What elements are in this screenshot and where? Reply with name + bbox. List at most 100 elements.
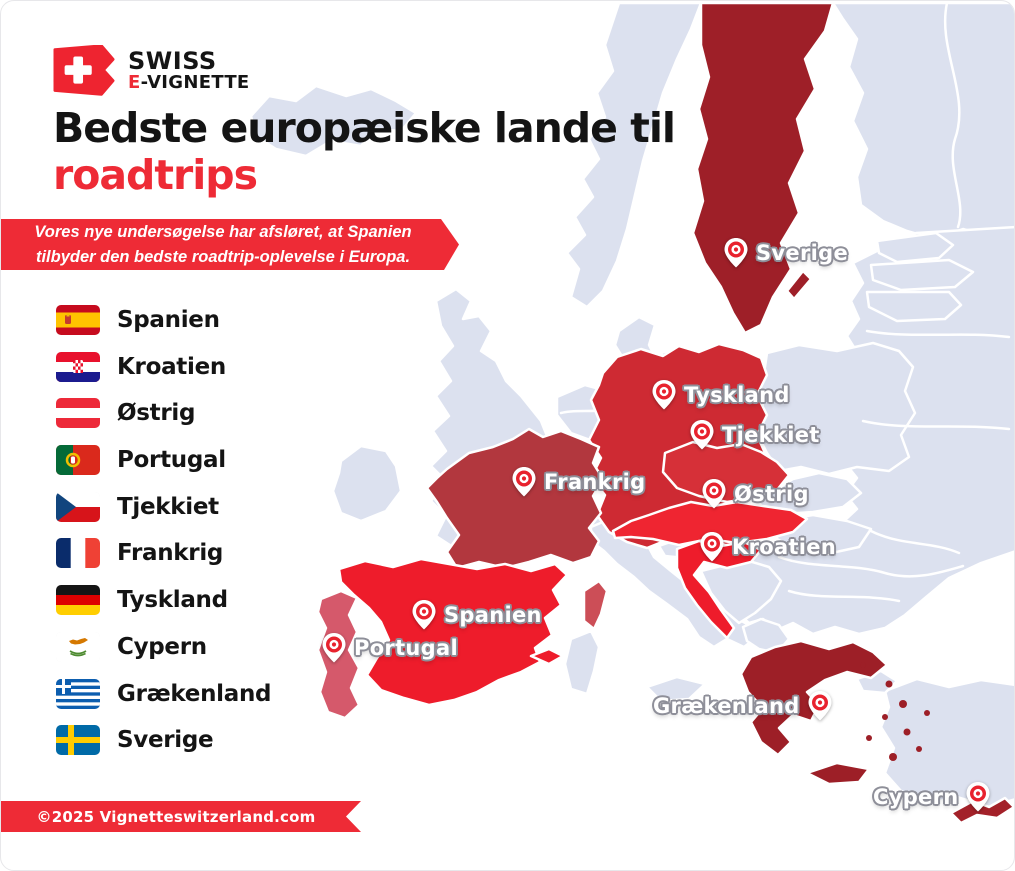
map-country-france [425,427,605,570]
map-label-cypern: Cypern [873,781,991,813]
country-name: Cypern [117,633,207,660]
ranking-item: Frankrig [56,538,271,569]
ranking-item: Tyskland [56,585,271,616]
map-country-turkey [879,677,1014,809]
callout-line2: tilbyder den bedste roadtrip-oplevelse i… [35,247,411,266]
country-name: Portugal [117,447,226,474]
map-island-crete [805,761,871,786]
swiss-flag-icon [53,45,115,96]
germany-flag-icon [56,585,100,616]
map-label-text: Tyskland [684,383,790,407]
map-country-croatia [675,539,763,640]
map-country-czechia [661,440,791,504]
map-island-corsica [582,579,609,631]
brand-name: SWISS [128,46,217,75]
map-pin-icon [652,380,676,410]
page-title-line2: roadtrips [53,151,258,200]
brand-logo: SWISS E-VIGNETTE [53,45,250,97]
map-pin-icon [724,238,748,268]
brand-subname-accent: E [128,72,141,94]
map-label-text: Spanien [444,603,542,627]
map-pin-icon [512,467,536,497]
page-title-line1: Bedste europæiske lande til [53,104,676,152]
ranking-item: Grækenland [56,678,272,709]
callout-ribbon: Vores nye undersøgelse har afsløret, at … [1,219,459,270]
map-pin-icon [690,420,714,450]
map-label-text: Frankrig [544,470,646,494]
map-label-spanien: Spanien [411,599,542,631]
ranking-item: Sverige [56,725,271,756]
croatia-flag-icon [56,351,100,382]
map-island-gotland [785,269,813,301]
map-label-text: Kroatien [732,535,837,559]
map-country-spain [337,557,569,707]
map-border-line [865,329,1011,339]
map-island-balearics [529,647,565,666]
spain-flag-icon [56,305,100,335]
map-label-tjekkiet: Tjekkiet [689,419,820,451]
country-name: Tjekkiet [117,493,219,520]
map-pin-icon [808,691,832,721]
footer-ribbon: ©2025 Vignetteswitzerland.com [1,801,361,832]
country-name: Tyskland [117,587,228,614]
ranking-item: Kroatien [56,351,271,382]
map-island-sicily [645,675,707,703]
map-label-kroatien: Kroatien [699,531,836,563]
country-name: Østrig [117,400,196,427]
map-label-graekenland: Grækenland [653,690,833,722]
footer-text: ©2025 Vignetteswitzerland.com [36,807,316,826]
callout-line1: Vores nye undersøgelse har afsløret, at … [34,222,412,241]
map-pin-icon [966,782,990,812]
map-label-text: Cypern [873,785,959,809]
map-border-line [869,529,961,555]
ranking-item: Cypern [56,631,271,662]
map-country-ireland [331,444,403,523]
map-country-iceland [249,84,418,158]
map-country-estonia [875,231,955,264]
map-border-line [777,555,965,578]
map-label-portugal: Portugal [321,632,458,664]
ranking-item: Spanien [56,305,271,335]
map-label-text: Østrig [734,482,809,506]
brand-subname-rest: -VIGNETTE [140,72,250,94]
map-greek-islands [860,662,930,761]
sweden-flag-icon [56,725,100,756]
map-country-latvia [869,258,975,292]
france-flag-icon [56,538,100,569]
map-pin-icon [700,532,724,562]
map-country-norway [565,1,703,309]
map-country-finland [831,1,1014,241]
country-name: Frankrig [117,540,224,567]
country-name: Sverige [117,727,214,754]
country-name: Grækenland [117,680,272,707]
ranking-item: Tjekkiet [56,491,271,522]
map-pin-icon [702,479,726,509]
cyprus-flag-icon [56,631,100,662]
ranking-item: Portugal [56,445,271,476]
map-border-line [787,589,901,603]
map-pin-icon [412,600,436,630]
country-name: Kroatien [117,353,226,380]
map-country-lithuania [865,290,963,323]
portugal-flag-icon [56,445,100,476]
ranking-item: Østrig [56,398,271,429]
map-label-text: Grækenland [653,694,800,718]
greece-flag-icon [56,678,100,709]
czechia-flag-icon [56,491,100,522]
brand-subname: E-VIGNETTE [128,72,250,94]
map-label-text: Sverige [756,241,848,265]
map-label-ostrig: Østrig [701,478,809,510]
page-title: Bedste europæiske lande til roadtrips [53,104,676,200]
map-label-text: Tjekkiet [722,423,820,447]
map-island-sardinia [563,629,601,696]
map-pin-icon [322,633,346,663]
map-label-sverige: Sverige [723,237,848,269]
map-country-sweden [691,1,835,335]
austria-flag-icon [56,398,100,429]
brand-wordmark: SWISS E-VIGNETTE [128,46,250,94]
map-label-text: Portugal [354,636,458,660]
country-name: Spanien [117,307,220,333]
map-border-line [943,1,962,229]
